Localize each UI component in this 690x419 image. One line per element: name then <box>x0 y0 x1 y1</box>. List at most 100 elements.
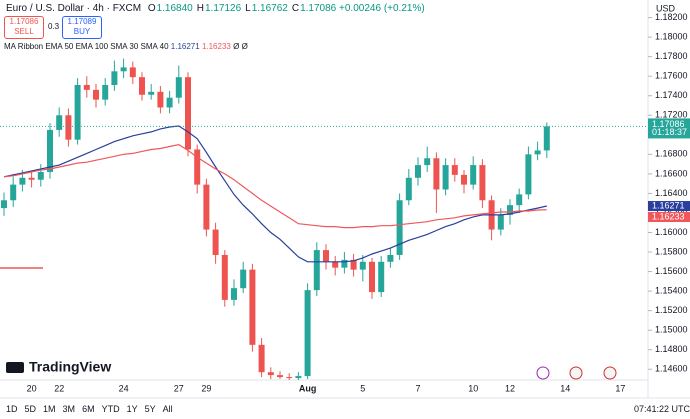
candle-body <box>102 84 109 100</box>
range[interactable]: 1D <box>6 404 18 414</box>
candle-body <box>461 174 467 185</box>
candle-body <box>304 290 311 377</box>
price-tag-label: 1.17086 <box>652 119 685 129</box>
range[interactable]: 3M <box>62 404 76 414</box>
y-tick-label: 1.16000 <box>655 227 688 237</box>
symbol[interactable]: Euro / U.S. Dollar · 4h · FXCM <box>6 3 142 14</box>
buy-button[interactable]: 1.17089 BUY <box>62 16 102 39</box>
candle-body <box>470 165 477 185</box>
x-tick-label: 12 <box>505 383 515 393</box>
candle-body <box>1 200 7 209</box>
candle-body <box>83 84 90 90</box>
event-icon[interactable] <box>536 366 550 380</box>
y-tick-label: 1.14600 <box>655 364 688 374</box>
y-tick-label: 1.15000 <box>655 325 688 335</box>
buy-price: 1.17089 <box>67 17 97 26</box>
range[interactable]: 5Y <box>144 404 156 414</box>
candle-body <box>286 377 293 379</box>
countdown: 01:18:37 <box>652 127 687 137</box>
quote-key: O <box>147 3 156 14</box>
clock: 07:41:22 UTC <box>634 404 690 414</box>
buy-label: BUY <box>73 27 91 36</box>
currency[interactable]: USD <box>656 3 676 13</box>
indicator-value: 1.16233 <box>201 42 231 51</box>
candle-body <box>378 261 385 293</box>
candle-body <box>341 259 348 268</box>
candle-body <box>451 165 458 175</box>
x-tick-label: 7 <box>415 383 420 393</box>
x-tick-label: 22 <box>54 383 64 393</box>
candle-body <box>203 184 210 230</box>
candle-body <box>323 250 329 262</box>
quote-key: H <box>196 3 204 14</box>
indicator-empty: Ø <box>241 42 248 51</box>
y-tick-label: 1.16600 <box>655 168 688 178</box>
candle-body <box>479 165 486 201</box>
sell-button[interactable]: 1.17086 SELL <box>4 16 44 39</box>
candle-body <box>185 77 191 150</box>
candle-body <box>47 129 53 172</box>
candle-body <box>415 165 421 178</box>
quote-key: C <box>291 3 300 14</box>
range[interactable]: 5D <box>24 404 37 414</box>
range[interactable]: 1M <box>43 404 56 414</box>
x-tick-label: 17 <box>615 383 625 393</box>
indicator-empty: Ø <box>233 42 240 51</box>
candle-body <box>516 194 523 206</box>
range[interactable]: All <box>162 404 173 414</box>
candle-body <box>74 84 81 140</box>
x-tick-label: Aug <box>299 383 317 393</box>
candle-body <box>240 269 247 289</box>
candle-body <box>350 259 357 270</box>
candle-body <box>157 91 164 108</box>
x-tick-label: 10 <box>468 383 478 393</box>
y-tick-label: 1.17400 <box>655 90 688 100</box>
candle-body <box>525 154 532 195</box>
candle-body <box>139 77 145 95</box>
range[interactable]: 1Y <box>126 404 138 414</box>
candle-body <box>129 67 136 78</box>
event-icon[interactable] <box>569 366 583 380</box>
candle-body <box>396 200 403 255</box>
candle-body <box>166 97 173 108</box>
spread: 0.3 <box>48 22 60 31</box>
candle-body <box>194 149 201 185</box>
x-tick-label: 24 <box>119 383 129 393</box>
event-icon[interactable] <box>603 366 617 380</box>
range[interactable]: YTD <box>101 404 120 414</box>
change: +0.00246 <box>339 3 382 14</box>
candle-body <box>277 375 283 378</box>
change-pct: (+0.21%) <box>383 3 425 14</box>
quote-key: L <box>245 3 251 14</box>
candle-body <box>369 261 375 293</box>
y-tick-label: 1.17600 <box>655 71 688 81</box>
candle-body <box>442 165 449 190</box>
indicator-row: MA Ribbon EMA 50 EMA 100 SMA 30 SMA 40 1… <box>4 42 248 51</box>
candle-body <box>231 288 237 300</box>
sell-label: SELL <box>14 27 34 36</box>
y-tick-label: 1.17800 <box>655 51 688 61</box>
plot <box>1 58 550 380</box>
indicator-name[interactable]: MA Ribbon EMA 50 EMA 100 SMA 30 SMA 40 <box>4 42 169 51</box>
candle-body <box>249 269 256 345</box>
y-tick-label: 1.15800 <box>655 246 688 256</box>
ma-tag-label: 1.16271 <box>652 200 685 210</box>
y-tick-label: 1.15600 <box>655 266 688 276</box>
header-row: Euro / U.S. Dollar · 4h · FXCM O1.16840 H… <box>6 3 425 14</box>
candle-body <box>359 261 366 270</box>
range-toolbar: 1D 5D 1M 3M 6M YTD 1Y 5Y All <box>6 404 180 414</box>
x-tick-label: 5 <box>360 383 365 393</box>
quote-value: 1.16840 <box>156 3 193 14</box>
indicator-value: 1.16271 <box>170 42 200 51</box>
candle-body <box>267 372 274 376</box>
candle-body <box>433 158 440 190</box>
candle-body <box>543 126 550 151</box>
range[interactable]: 6M <box>82 404 95 414</box>
candle-body <box>37 171 44 180</box>
candle-body <box>212 229 219 255</box>
logo-text: TradingView <box>29 359 111 375</box>
ma-tag-label: 1.16233 <box>652 211 685 221</box>
quote: O1.16840 H1.17126 L1.16762 C1.17086 <box>144 3 336 14</box>
